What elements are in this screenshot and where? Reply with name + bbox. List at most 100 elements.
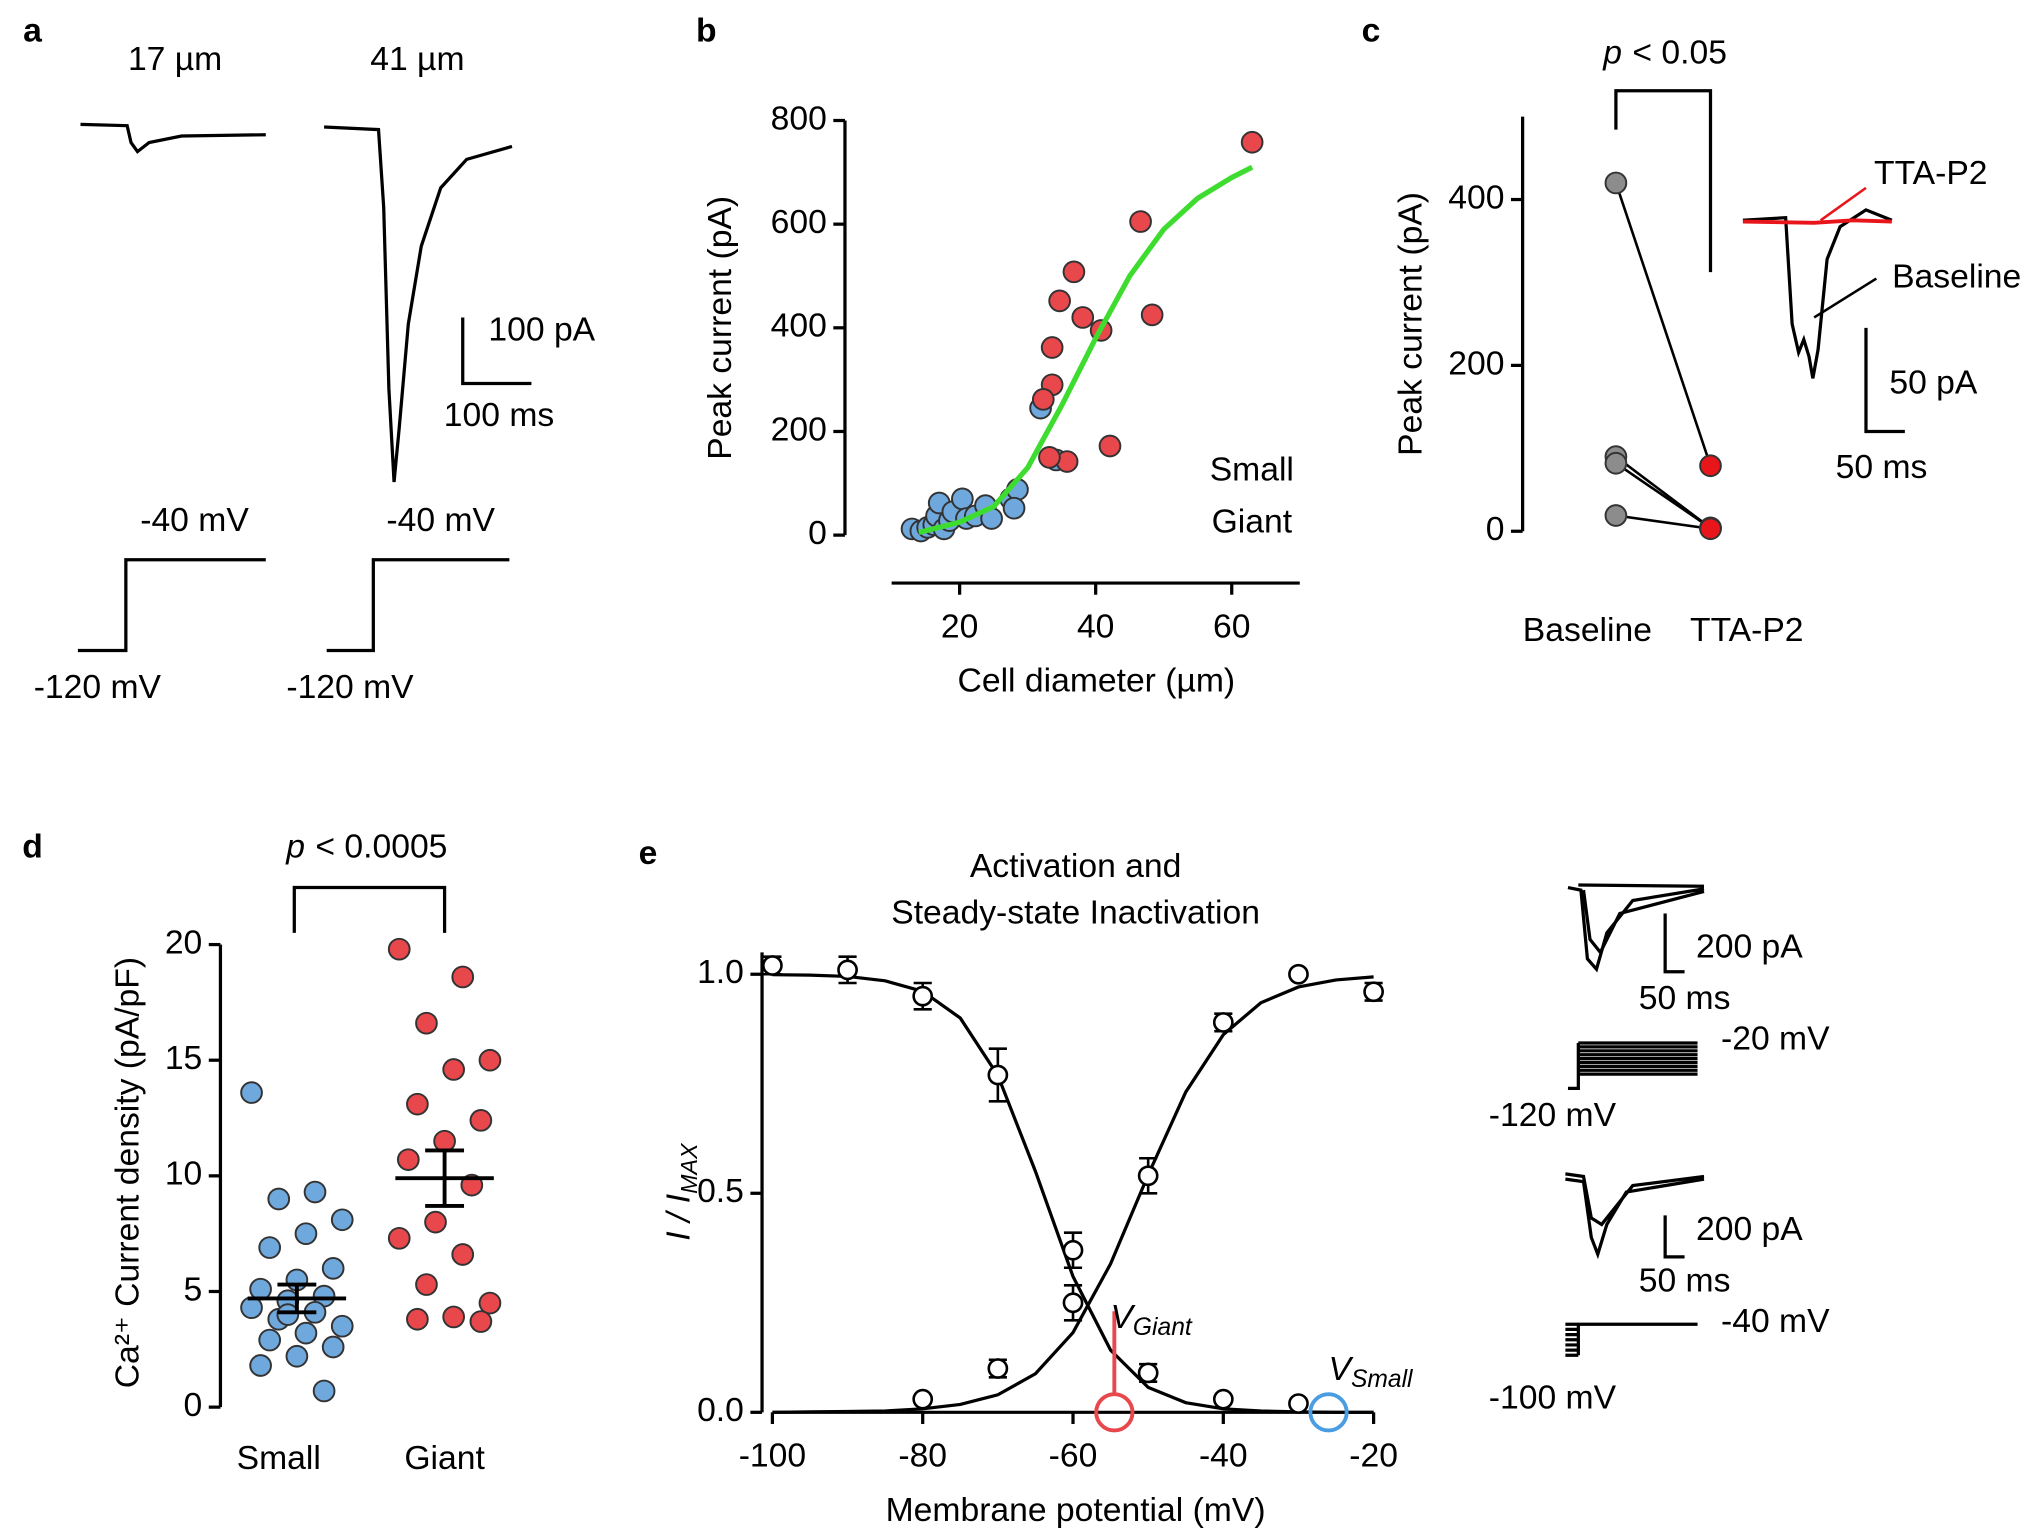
point	[303, 1180, 327, 1204]
point	[267, 1187, 291, 1211]
y-tick-label: 800	[771, 100, 827, 137]
point	[1699, 517, 1722, 541]
point	[387, 1226, 411, 1250]
point	[987, 1358, 1009, 1379]
voltage-step	[1565, 1322, 1698, 1357]
point	[1040, 336, 1064, 359]
point	[987, 1064, 1009, 1086]
y-tick-label: 0	[1486, 511, 1505, 548]
point	[469, 1109, 493, 1132]
y-axis-title: Peak current (pA)	[702, 196, 739, 460]
point	[1212, 1012, 1234, 1033]
voltage-label: -40 mV	[140, 502, 249, 539]
scale-label: 100 pA	[488, 312, 595, 349]
point	[1137, 1165, 1159, 1187]
scale-label: 100 ms	[444, 397, 554, 434]
point	[1038, 446, 1061, 469]
y-axis-title: I / IMAX	[660, 1142, 702, 1241]
point	[1140, 303, 1164, 327]
annotation-text: < 0.05	[1632, 34, 1727, 71]
panel-label: b	[696, 12, 717, 49]
point	[1363, 981, 1384, 1003]
point	[415, 1273, 438, 1296]
chart-title: Activation and	[970, 848, 1182, 885]
point	[406, 1092, 429, 1116]
y-tick-label: 20	[165, 924, 202, 961]
pair-line	[1615, 514, 1711, 531]
point	[1604, 171, 1628, 195]
point	[312, 1379, 336, 1403]
y-tick-label: 0	[808, 515, 827, 552]
marker-label-main: V	[1329, 1351, 1355, 1388]
point	[1212, 1388, 1234, 1410]
y-tick-label: 400	[771, 308, 827, 345]
point	[478, 1048, 502, 1072]
point	[478, 1291, 502, 1315]
point	[406, 1307, 429, 1331]
point	[912, 1388, 934, 1410]
point	[387, 937, 411, 961]
voltage-label: -120 mV	[286, 669, 414, 706]
annotation-text: < 0.0005	[315, 829, 447, 866]
x-tick-label: -100	[739, 1438, 806, 1475]
trace	[1742, 208, 1893, 379]
trace	[1565, 1172, 1705, 1260]
point	[451, 965, 475, 989]
scale-label: 50 pA	[1889, 365, 1978, 402]
scale-bar	[1864, 327, 1905, 434]
trace	[1742, 218, 1892, 225]
point	[276, 1303, 300, 1326]
point	[1048, 289, 1071, 313]
legend-label: Small	[1210, 452, 1294, 489]
x-tick-label: 40	[1077, 608, 1114, 645]
layout-traces	[77, 89, 1905, 1357]
scale-bar	[1663, 1215, 1685, 1259]
scale-label: 50 ms	[1639, 1263, 1731, 1300]
point	[469, 1310, 493, 1333]
point	[415, 1011, 438, 1035]
point	[1062, 1239, 1084, 1261]
point	[258, 1236, 282, 1259]
point	[1288, 1393, 1309, 1414]
voltage-step	[77, 558, 266, 653]
point	[951, 487, 974, 511]
pointer	[1813, 277, 1878, 319]
y-tick-label: 200	[1448, 345, 1504, 382]
scale-label: 200 pA	[1696, 1211, 1803, 1248]
panel-label: a	[23, 12, 42, 49]
point	[321, 1335, 345, 1359]
point	[912, 985, 934, 1007]
y-tick-label: 1.0	[697, 954, 744, 991]
point	[294, 1222, 318, 1246]
voltage-label: -40 mV	[386, 502, 495, 539]
x-axis-title: Cell diameter (µm)	[958, 663, 1236, 700]
point	[762, 955, 783, 976]
y-axis-title-sub: MAX	[676, 1142, 702, 1194]
annotation: p < 0.05	[1602, 34, 1727, 71]
point	[1137, 1362, 1159, 1384]
point	[285, 1344, 309, 1368]
voltage-label: -120 mV	[1489, 1097, 1617, 1134]
point	[442, 1305, 466, 1329]
point	[321, 1257, 345, 1280]
point	[442, 1058, 466, 1081]
point	[433, 1129, 456, 1153]
voltage-step	[1567, 1041, 1698, 1091]
trace	[80, 122, 266, 154]
y-axis-title-main: I / I	[660, 1194, 697, 1241]
fit-line	[772, 973, 1374, 1414]
marker-label: VGiant	[1110, 1299, 1192, 1341]
point	[396, 1148, 420, 1171]
y-tick-label: 0.0	[697, 1392, 744, 1429]
voltage-label: -120 mV	[34, 669, 162, 706]
point	[424, 1210, 447, 1234]
chart-title: Steady-state Inactivation	[891, 895, 1260, 932]
y-tick-label: 200	[771, 411, 827, 448]
x-tick-label: 60	[1213, 608, 1250, 645]
point	[1604, 504, 1628, 527]
point	[240, 1081, 263, 1104]
scale-label: 50 ms	[1836, 449, 1928, 486]
annotation-italic: p	[285, 829, 305, 866]
